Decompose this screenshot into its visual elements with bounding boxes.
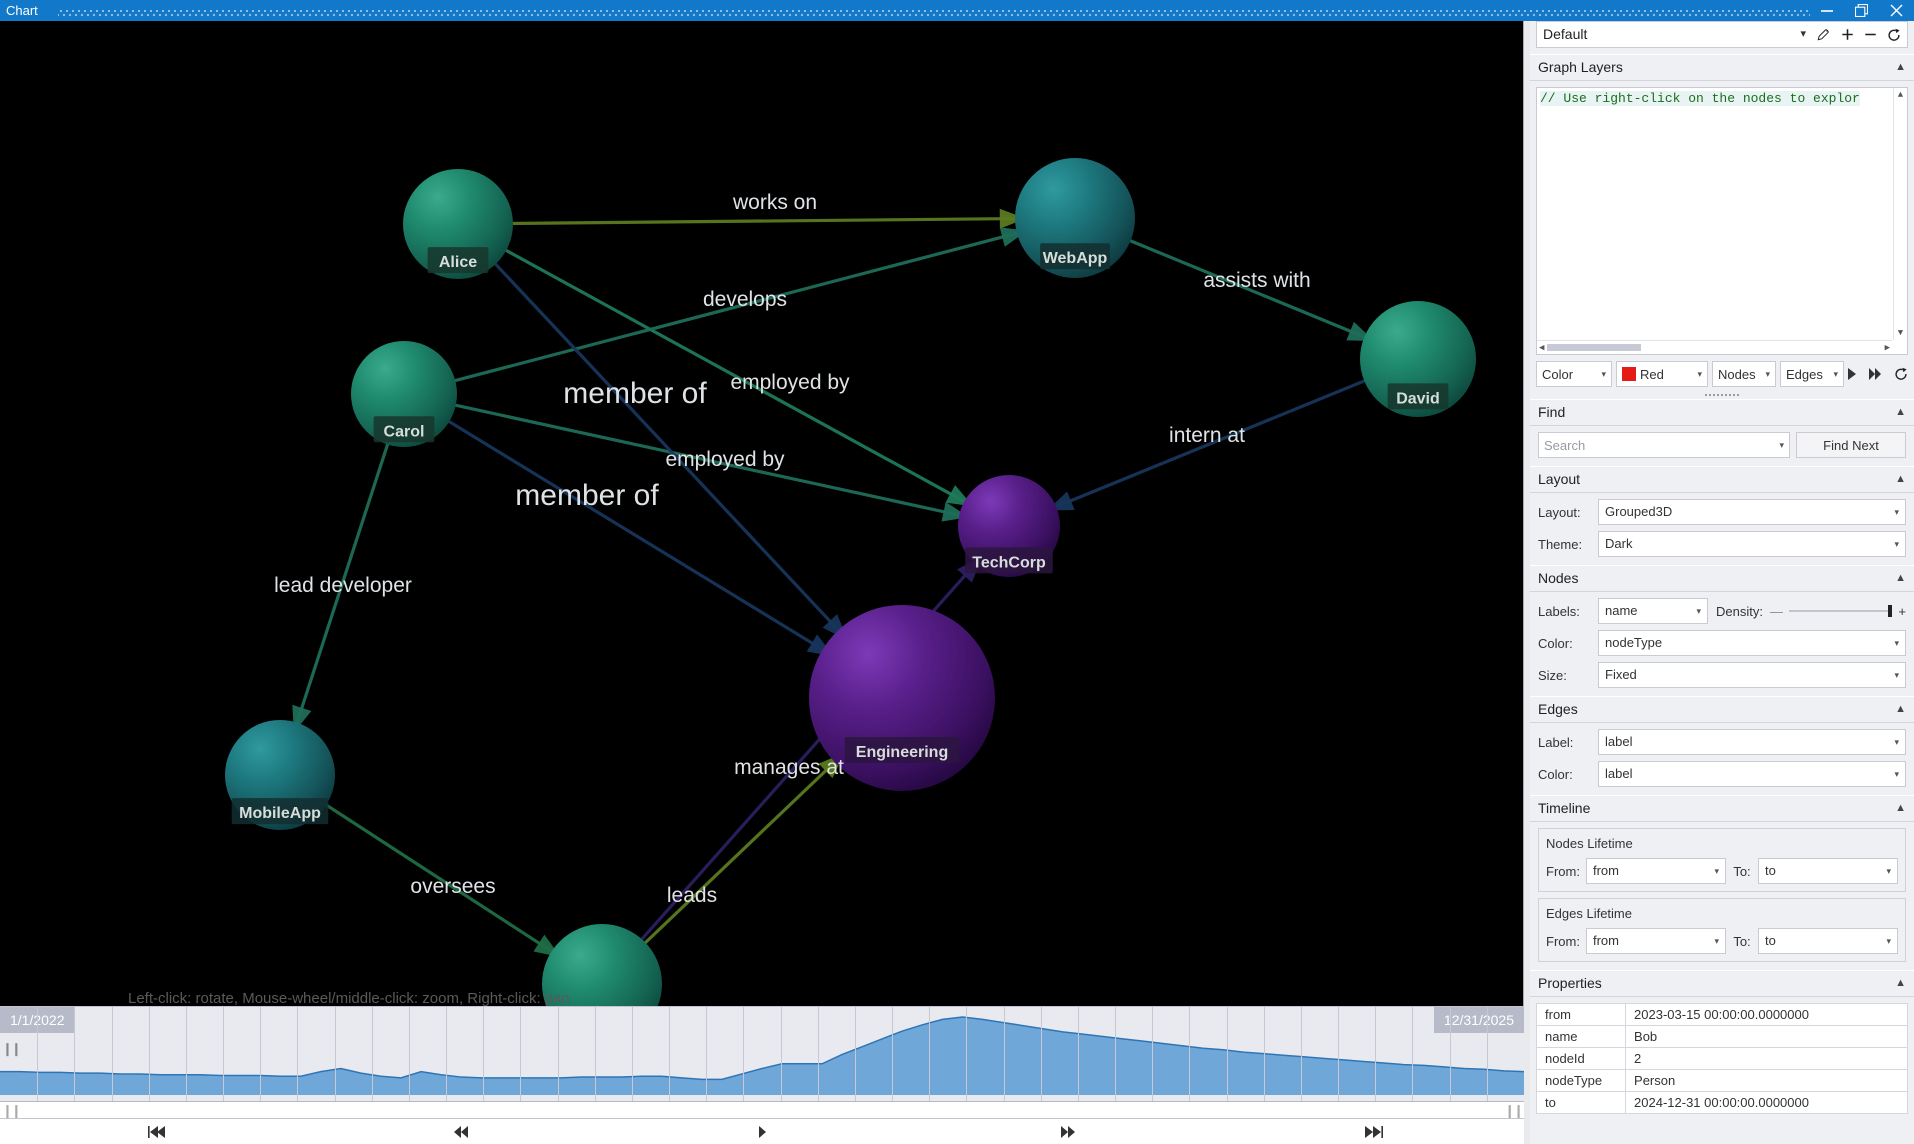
svg-text:leads: leads [667, 884, 717, 907]
svg-text:WebApp: WebApp [1043, 250, 1108, 267]
svg-text:manages at: manages at [734, 756, 844, 779]
svg-text:MobileApp: MobileApp [239, 805, 321, 822]
svg-text:assists with: assists with [1203, 269, 1310, 292]
svg-text:works on: works on [732, 191, 817, 214]
svg-text:lead developer: lead developer [274, 574, 412, 597]
svg-text:Carol: Carol [384, 423, 425, 440]
svg-text:employed by: employed by [665, 448, 785, 471]
svg-text:employed by: employed by [730, 371, 850, 394]
svg-text:Engineering: Engineering [856, 744, 948, 761]
svg-text:develops: develops [703, 288, 787, 311]
svg-text:member of: member of [563, 377, 707, 410]
svg-text:member of: member of [515, 479, 659, 512]
svg-text:intern at: intern at [1169, 424, 1245, 447]
svg-text:Alice: Alice [439, 254, 477, 271]
svg-text:oversees: oversees [410, 875, 495, 898]
svg-text:TechCorp: TechCorp [972, 554, 1046, 571]
svg-text:David: David [1396, 390, 1440, 407]
